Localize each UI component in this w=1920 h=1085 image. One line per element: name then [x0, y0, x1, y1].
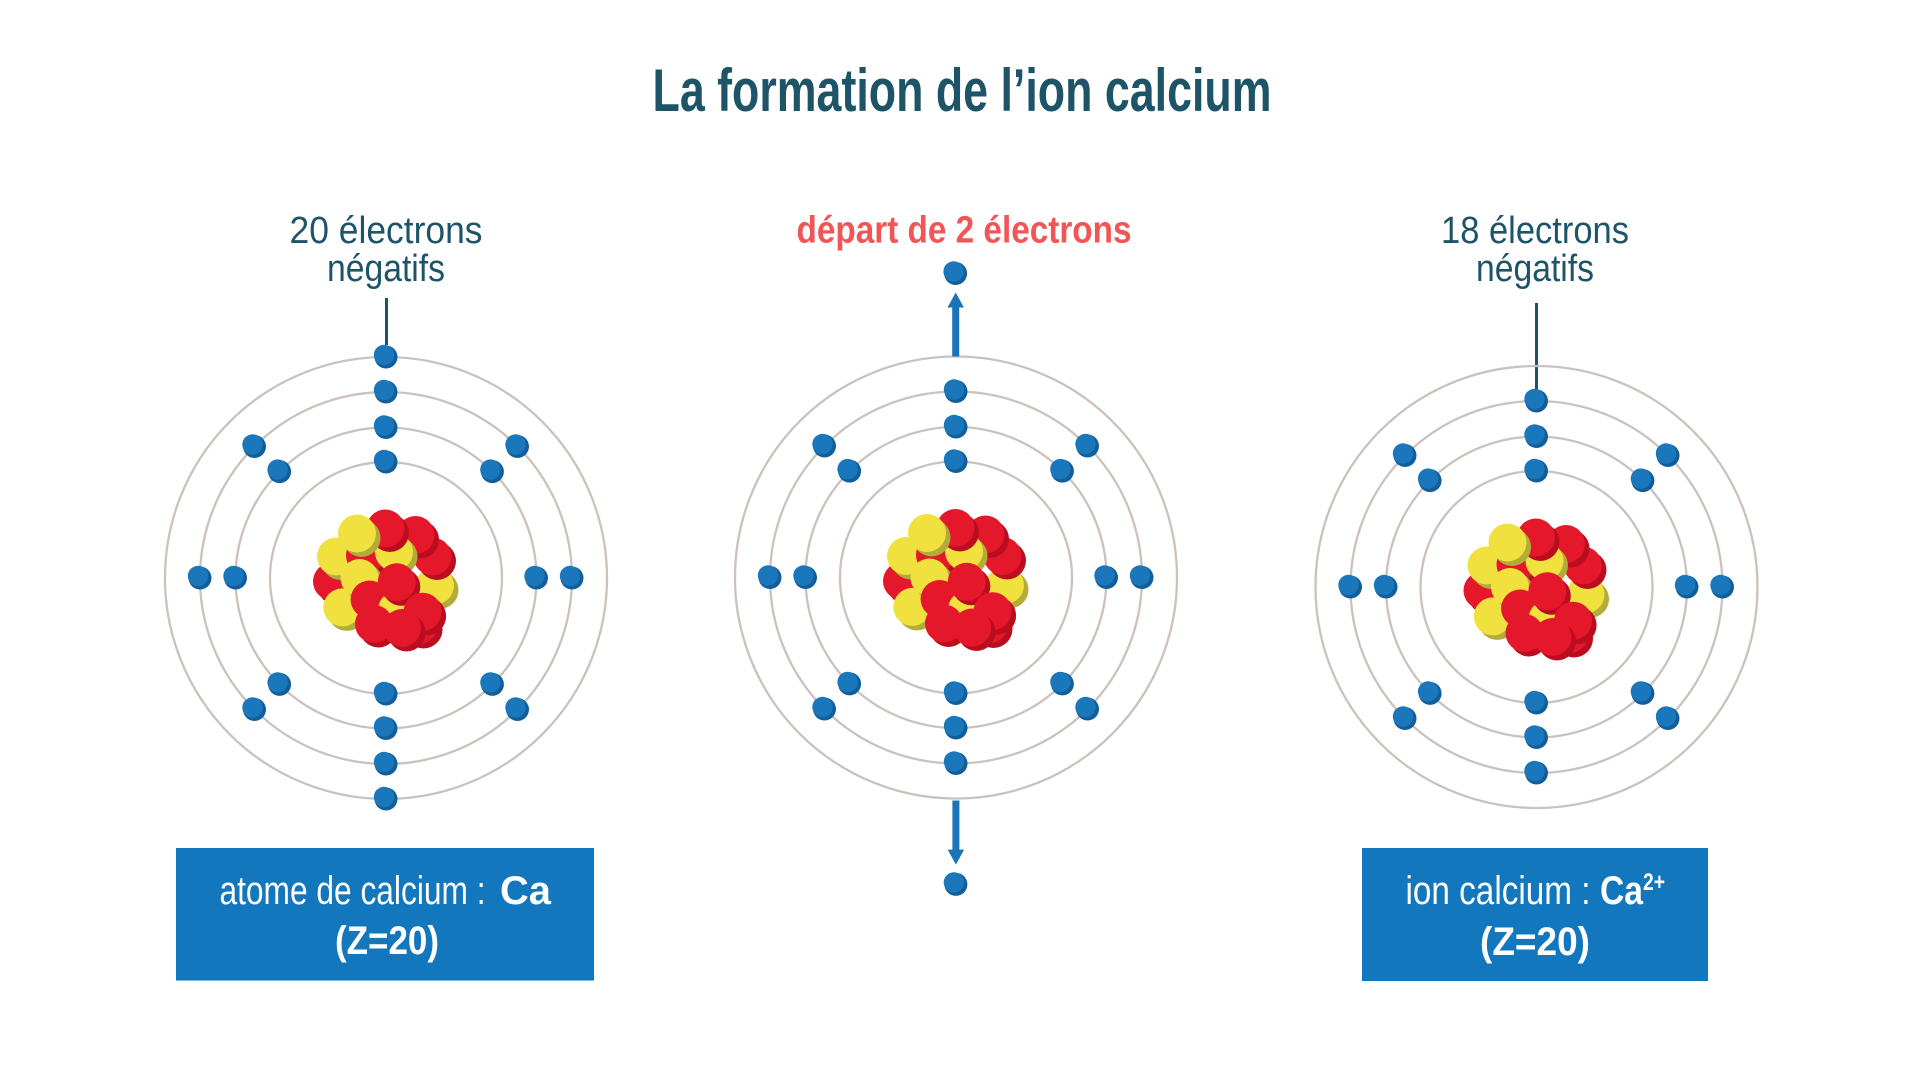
svg-text:ion calcium :: ion calcium : [1406, 869, 1591, 913]
svg-text:(Z=20): (Z=20) [335, 919, 439, 963]
svg-text:atome de calcium :: atome de calcium : [220, 869, 486, 913]
svg-text:négatifs: négatifs [327, 248, 445, 290]
svg-text:La formation de l’ion calcium: La formation de l’ion calcium [653, 57, 1272, 124]
svg-text:Ca: Ca [1600, 869, 1644, 913]
svg-text:18 électrons: 18 électrons [1441, 210, 1629, 252]
svg-text:Ca: Ca [500, 869, 552, 913]
svg-text:départ de 2 électrons: départ de 2 électrons [797, 210, 1132, 252]
svg-text:(Z=20): (Z=20) [1480, 920, 1590, 964]
svg-text:négatifs: négatifs [1476, 248, 1594, 290]
svg-text:20 électrons: 20 électrons [290, 210, 483, 252]
svg-text:2+: 2+ [1643, 869, 1665, 896]
